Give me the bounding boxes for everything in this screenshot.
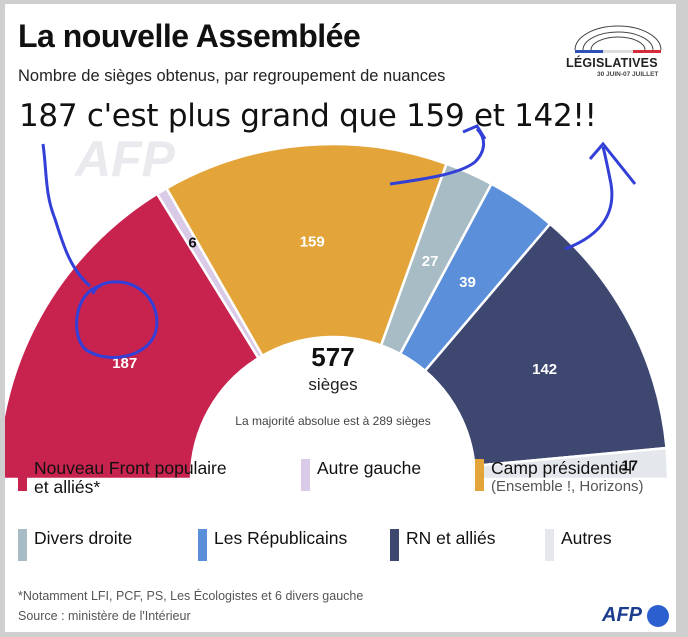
slice-label-7: 17 bbox=[621, 457, 638, 474]
legend-label: Autre gauche bbox=[317, 458, 422, 478]
legend-text: Autres bbox=[561, 529, 612, 548]
page-title: La nouvelle Assemblée bbox=[18, 18, 361, 54]
legend-label: Camp présidentiel bbox=[491, 458, 633, 478]
legend-text: Nouveau Front populaire et alliés* bbox=[34, 459, 227, 497]
legend-label: Les Républicains bbox=[214, 528, 348, 548]
slice-label-5: 39 bbox=[459, 274, 476, 291]
slice-label-3: 159 bbox=[300, 233, 325, 250]
legend-item: Autre gauche bbox=[301, 459, 421, 491]
legend-swatch bbox=[545, 529, 554, 561]
source-note: Source : ministère de l'Intérieur bbox=[18, 609, 191, 623]
legend-swatch bbox=[198, 529, 207, 561]
legend-item: Les Républicains bbox=[198, 529, 347, 561]
legislatives-logo bbox=[574, 25, 662, 53]
legend-swatch bbox=[475, 459, 484, 491]
legend-swatch bbox=[18, 459, 27, 491]
logo-dates: 30 JUIN-07 JUILLET bbox=[597, 71, 659, 78]
footnote: *Notamment LFI, PCF, PS, Les Écologistes… bbox=[18, 589, 364, 603]
legend-label: Autres bbox=[561, 528, 612, 548]
slice-6 bbox=[423, 222, 668, 468]
total-seats-value: 577 bbox=[311, 342, 354, 372]
legend-sublabel: (Ensemble !, Horizons) bbox=[491, 478, 644, 495]
legend-text: RN et alliés bbox=[406, 529, 495, 548]
legend-text: Les Républicains bbox=[214, 529, 347, 548]
legend-item: Camp présidentiel (Ensemble !, Horizons) bbox=[475, 459, 644, 496]
logo-text: LÉGISLATIVES bbox=[566, 56, 658, 70]
legend-item: Autres bbox=[545, 529, 612, 561]
legend-label: RN et alliés bbox=[406, 528, 496, 548]
legend-item: Nouveau Front populaire et alliés* bbox=[18, 459, 227, 497]
handwritten-annotation: 187 c'est plus grand que 159 et 142!! bbox=[19, 98, 597, 134]
majority-note: La majorité absolue est à 289 sièges bbox=[235, 414, 430, 428]
legend-label: Divers droite bbox=[34, 528, 133, 548]
legend-item: RN et alliés bbox=[390, 529, 495, 561]
legend-label: Nouveau Front populaire et alliés* bbox=[34, 458, 227, 497]
total-seats-label: sièges bbox=[308, 375, 357, 394]
legend-text: Camp présidentiel (Ensemble !, Horizons) bbox=[491, 459, 644, 496]
page-subtitle: Nombre de sièges obtenus, par regroupeme… bbox=[18, 67, 446, 85]
legend-text: Divers droite bbox=[34, 529, 132, 548]
afp-logo: AFP bbox=[602, 604, 642, 626]
afp-logo-dot bbox=[647, 605, 669, 627]
legend-text: Autre gauche bbox=[317, 459, 421, 478]
legend-swatch bbox=[18, 529, 27, 561]
slice-label-6: 142 bbox=[532, 361, 557, 378]
afp-watermark: AFP bbox=[75, 131, 175, 187]
legend-swatch bbox=[390, 529, 399, 561]
legend-item: Divers droite bbox=[18, 529, 132, 561]
slice-label-1: 187 bbox=[112, 355, 137, 372]
slice-label-4: 27 bbox=[422, 253, 439, 270]
infographic-card: AFP 187 6 159 27 39 142 17 577 sièges La major… bbox=[5, 4, 676, 632]
slice-label-2: 6 bbox=[188, 235, 196, 252]
legend-swatch bbox=[301, 459, 310, 491]
